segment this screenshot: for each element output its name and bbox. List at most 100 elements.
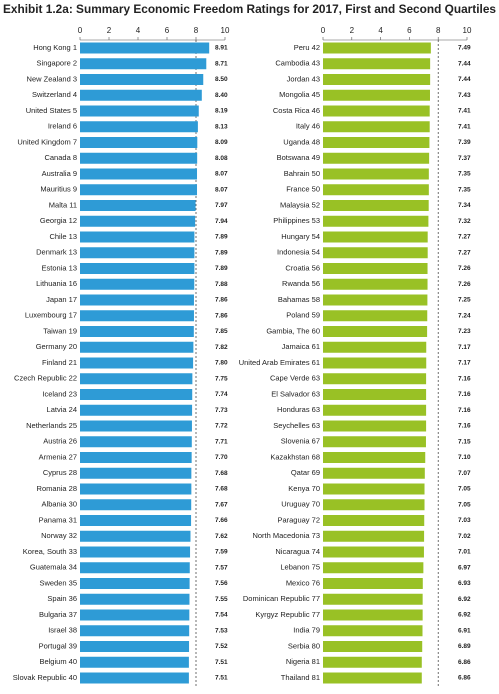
bar <box>80 152 198 164</box>
category-label: Croatia 56 <box>285 263 320 272</box>
value-label: 7.75 <box>215 375 228 382</box>
category-label: Mauritius 9 <box>40 185 77 194</box>
bar <box>323 105 430 117</box>
category-label: Slovenia 67 <box>281 437 320 446</box>
bar <box>80 184 198 196</box>
value-label: 7.72 <box>215 423 228 430</box>
bar <box>323 168 429 180</box>
category-label: Thailand 81 <box>281 673 320 682</box>
value-label: 7.44 <box>458 76 471 83</box>
bar <box>323 562 424 574</box>
category-label: Chile 13 <box>49 232 77 241</box>
category-label: Spain 36 <box>47 594 77 603</box>
value-label: 7.74 <box>215 391 228 398</box>
x-tick-label: 4 <box>136 26 141 35</box>
category-label: Malaysia 52 <box>280 200 320 209</box>
category-label: Italy 46 <box>296 122 320 131</box>
bar <box>80 341 194 353</box>
value-label: 7.16 <box>458 423 471 430</box>
category-label: Serbia 80 <box>288 641 320 650</box>
category-label: France 50 <box>286 185 320 194</box>
category-label: Panama 31 <box>39 515 77 524</box>
bar <box>80 310 194 322</box>
category-label: Switzerland 4 <box>32 90 77 99</box>
x-tick-label: 8 <box>194 26 199 35</box>
value-label: 7.34 <box>458 202 471 209</box>
x-tick-label: 2 <box>107 26 112 35</box>
value-label: 7.70 <box>215 454 228 461</box>
category-label: Kyrgyz Republic 77 <box>255 610 320 619</box>
bar <box>80 389 193 400</box>
value-label: 6.97 <box>458 564 471 571</box>
bar <box>80 168 198 180</box>
category-label: Finland 21 <box>42 358 77 367</box>
value-label: 8.07 <box>215 171 228 178</box>
category-label: Indonesia 54 <box>277 248 320 257</box>
x-tick-label: 10 <box>221 26 230 35</box>
bar <box>80 231 195 243</box>
category-label: Korea, South 33 <box>23 547 77 556</box>
value-label: 6.86 <box>458 659 471 666</box>
value-label: 7.88 <box>215 281 228 288</box>
category-label: El Salvador 63 <box>271 389 320 398</box>
category-label: Israel 38 <box>48 626 77 635</box>
value-label: 7.53 <box>215 627 228 634</box>
x-tick-label: 6 <box>407 26 412 35</box>
category-label: Romania 28 <box>37 484 77 493</box>
category-label: Cambodia 43 <box>275 59 320 68</box>
value-label: 7.54 <box>215 612 228 619</box>
value-label: 7.86 <box>215 297 228 304</box>
value-label: 7.44 <box>458 60 471 67</box>
bar <box>80 294 194 306</box>
value-label: 7.17 <box>458 344 471 351</box>
value-label: 7.16 <box>458 391 471 398</box>
value-label: 7.52 <box>215 643 228 650</box>
category-label: India 79 <box>293 626 320 635</box>
bar <box>80 483 192 495</box>
category-label: Canada 8 <box>44 153 77 162</box>
category-label: Jordan 43 <box>287 74 320 83</box>
category-label: Lebanon 75 <box>280 563 320 572</box>
bar <box>80 357 194 369</box>
bar <box>80 200 196 211</box>
bar <box>323 436 426 448</box>
value-label: 7.27 <box>458 249 471 256</box>
bar <box>323 641 423 652</box>
category-label: Malta 11 <box>49 200 77 209</box>
value-label: 7.43 <box>458 92 471 99</box>
bar <box>323 310 428 322</box>
value-label: 7.25 <box>458 297 471 304</box>
category-label: United Kingdom 7 <box>17 137 77 146</box>
category-label: Germany 20 <box>36 342 77 351</box>
value-label: 7.10 <box>458 454 471 461</box>
bar <box>323 121 430 133</box>
category-label: Bahrain 50 <box>284 169 320 178</box>
category-label: Kazakhstan 68 <box>270 452 320 461</box>
category-label: Nigeria 81 <box>286 657 320 666</box>
value-label: 7.89 <box>215 234 228 241</box>
bar <box>80 247 195 259</box>
value-label: 7.07 <box>458 470 471 477</box>
bar <box>80 625 190 637</box>
category-label: Cape Verde 63 <box>270 374 320 383</box>
bar <box>323 452 426 463</box>
bar <box>323 420 427 432</box>
category-label: Mexico 76 <box>286 578 320 587</box>
value-label: 7.26 <box>458 281 471 288</box>
value-label: 7.82 <box>215 344 228 351</box>
category-label: Qatar 69 <box>291 468 320 477</box>
value-label: 8.07 <box>215 186 228 193</box>
value-label: 7.66 <box>215 517 228 524</box>
value-label: 7.37 <box>458 155 471 162</box>
bar <box>323 294 428 306</box>
bar <box>323 373 427 385</box>
bar <box>80 515 192 526</box>
bar <box>80 89 202 101</box>
bar <box>323 278 428 290</box>
value-label: 8.09 <box>215 139 228 146</box>
value-label: 7.15 <box>458 438 471 445</box>
x-tick-label: 6 <box>165 26 170 35</box>
value-label: 7.01 <box>458 549 471 556</box>
bar <box>323 499 425 511</box>
value-label: 7.41 <box>458 123 471 130</box>
